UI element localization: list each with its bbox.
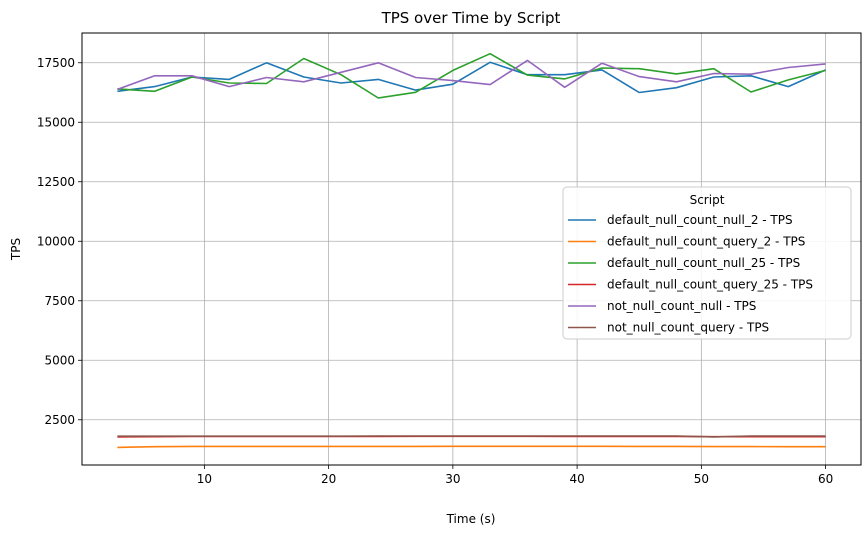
y-tick-label: 15000 xyxy=(37,115,75,129)
legend-item: default_null_count_null_25 - TPS xyxy=(568,256,800,270)
series-line xyxy=(117,435,826,438)
plot-frame xyxy=(81,32,862,466)
legend-item: default_null_count_query_2 - TPS xyxy=(568,235,805,249)
legend-label: default_null_count_query_25 - TPS xyxy=(607,278,813,292)
legend-item: default_null_count_null_2 - TPS xyxy=(568,213,793,227)
legend-item: not_null_count_query - TPS xyxy=(568,321,769,335)
legend-item: default_null_count_query_25 - TPS xyxy=(568,278,813,292)
x-tick-label: 20 xyxy=(321,472,336,486)
x-tick-label: 60 xyxy=(818,472,833,486)
chart-title: TPS over Time by Script xyxy=(381,9,561,27)
y-tick-label: 10000 xyxy=(37,234,75,248)
series-line xyxy=(117,61,826,94)
ticks: 10 20 30 40 50 60 2500 5000 7500 10000 12500 15000 1… xyxy=(37,56,833,486)
x-tick-label: 40 xyxy=(569,472,584,486)
grid xyxy=(82,33,861,465)
x-tick-label: 30 xyxy=(445,472,460,486)
legend-label: default_null_count_null_25 - TPS xyxy=(607,256,800,270)
y-tick-label: 2500 xyxy=(44,413,75,427)
legend-label: default_null_count_query_2 - TPS xyxy=(607,235,805,249)
x-tick-label: 10 xyxy=(197,472,212,486)
x-tick-label: 50 xyxy=(694,472,709,486)
legend-items: default_null_count_null_2 - TPS default_n… xyxy=(568,213,813,335)
legend-label: not_null_count_null - TPS xyxy=(607,299,756,313)
legend-item: not_null_count_null - TPS xyxy=(568,299,756,313)
series-line xyxy=(117,445,826,449)
y-tick-label: 5000 xyxy=(44,353,75,367)
legend-box xyxy=(562,186,852,340)
y-tick-label: 17500 xyxy=(37,56,75,70)
x-axis-label: Time (s) xyxy=(446,512,496,526)
y-tick-label: 7500 xyxy=(44,294,75,308)
series-layer xyxy=(117,52,826,449)
series-line xyxy=(117,52,826,99)
y-tick-label: 12500 xyxy=(37,175,75,189)
legend-label: not_null_count_query - TPS xyxy=(607,321,769,335)
legend-label: default_null_count_null_2 - TPS xyxy=(607,213,793,227)
legend-title: Script xyxy=(690,193,725,207)
legend: Script default_null_count_null_2 - TPSde… xyxy=(562,186,852,340)
y-axis-label: TPS xyxy=(9,238,23,261)
series-line xyxy=(117,59,826,91)
